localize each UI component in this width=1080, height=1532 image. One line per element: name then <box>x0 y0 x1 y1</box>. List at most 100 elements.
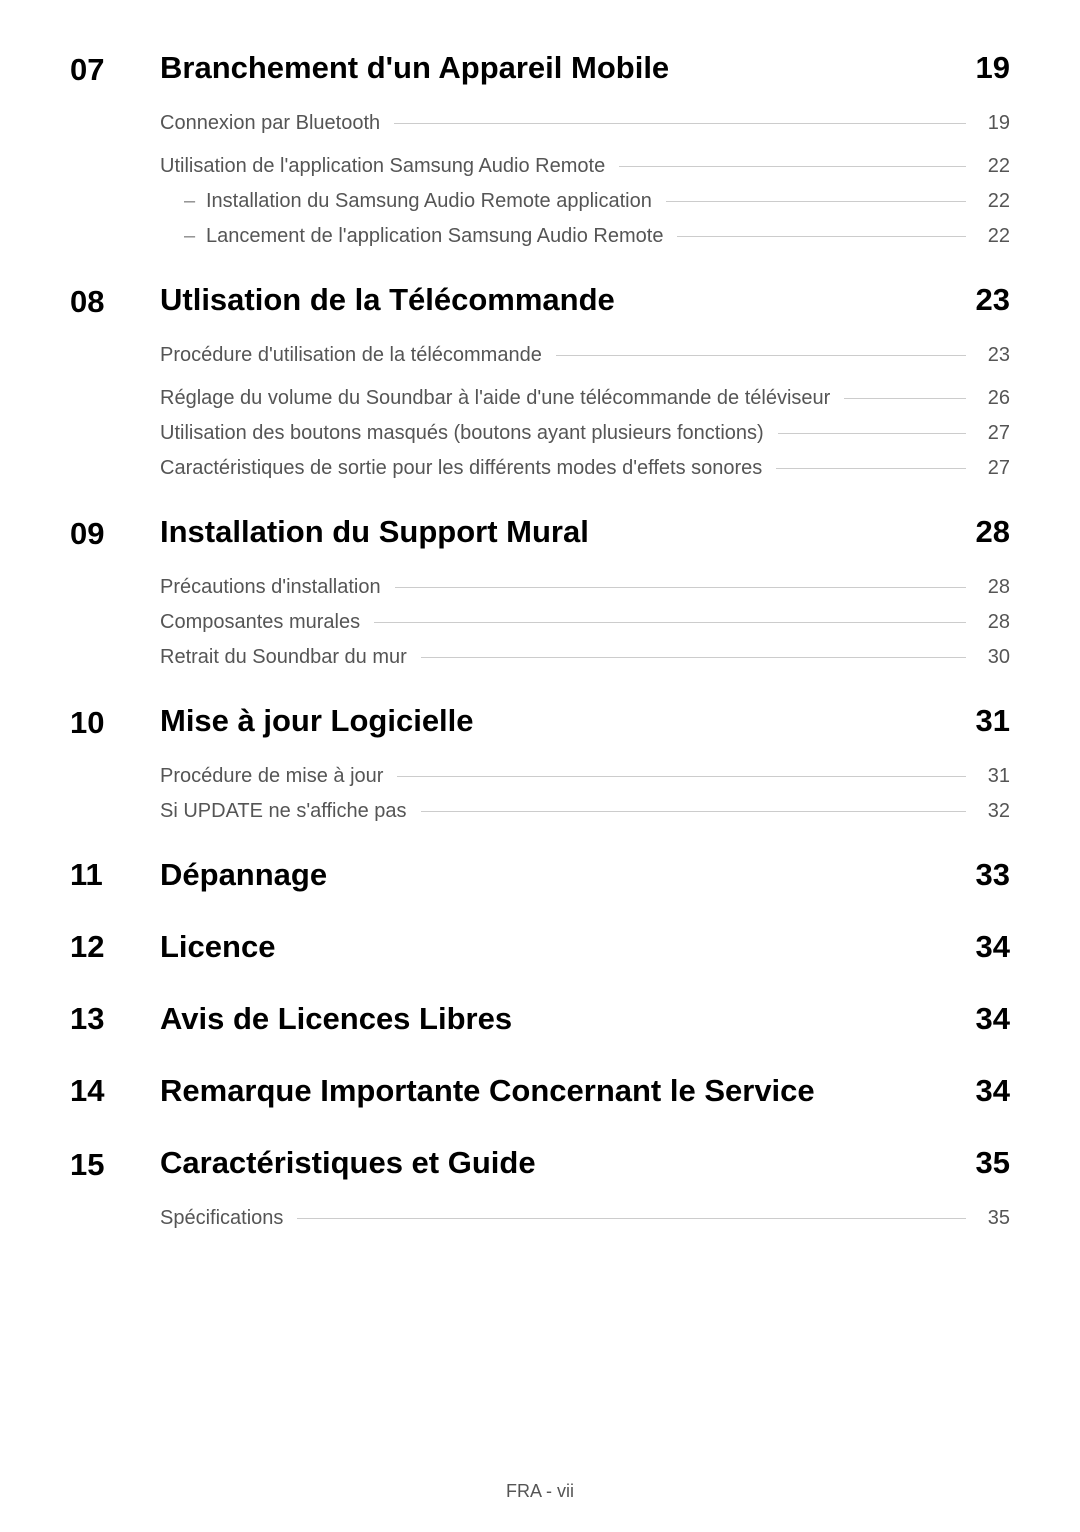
toc-leader <box>619 166 966 167</box>
section-title: Utlisation de la Télécommande <box>160 282 615 318</box>
toc-item: Connexion par Bluetooth 19 <box>160 112 1010 135</box>
toc-label: Si UPDATE ne s'affiche pas <box>160 800 407 823</box>
section-content: Caractéristiques et Guide 35 Spécificati… <box>160 1145 1010 1242</box>
toc-page: 23 <box>980 344 1010 367</box>
section-page: 35 <box>976 1145 1010 1181</box>
toc-section: 15 Caractéristiques et Guide 35 Spécific… <box>70 1145 1010 1242</box>
section-page: 33 <box>976 857 1010 893</box>
section-header: Mise à jour Logicielle 31 <box>160 703 1010 739</box>
section-title: Caractéristiques et Guide <box>160 1145 536 1181</box>
toc-label: Procédure d'utilisation de la télécomman… <box>160 344 542 367</box>
toc-group: Procédure d'utilisation de la télécomman… <box>160 344 1010 367</box>
toc-page: 27 <box>980 457 1010 480</box>
dash-icon: – <box>184 225 198 248</box>
section-title: Licence <box>160 929 976 965</box>
toc-page: 32 <box>980 800 1010 823</box>
toc-subitem: – Lancement de l'application Samsung Aud… <box>160 225 1010 248</box>
toc-leader <box>374 622 966 623</box>
section-number: 15 <box>70 1145 160 1183</box>
toc-item: Utilisation de l'application Samsung Aud… <box>160 155 1010 178</box>
toc-section: 07 Branchement d'un Appareil Mobile 19 C… <box>70 50 1010 268</box>
section-number: 07 <box>70 50 160 88</box>
dash-icon: – <box>184 190 198 213</box>
section-number: 09 <box>70 514 160 552</box>
toc-page: 22 <box>980 155 1010 178</box>
section-content: Branchement d'un Appareil Mobile 19 Conn… <box>160 50 1010 268</box>
section-page: 34 <box>976 1001 1010 1037</box>
toc-section: 08 Utlisation de la Télécommande 23 Proc… <box>70 282 1010 500</box>
section-page: 34 <box>976 1073 1010 1109</box>
toc-leader <box>844 398 966 399</box>
toc-group: Retrait du Soundbar du mur 30 <box>160 646 1010 669</box>
toc-section: 11 Dépannage 33 <box>70 857 1010 893</box>
page-footer: FRA - vii <box>0 1481 1080 1502</box>
section-page: 23 <box>976 282 1010 318</box>
toc-leader <box>397 776 966 777</box>
section-page: 31 <box>976 703 1010 739</box>
toc-group: Utilisation de l'application Samsung Aud… <box>160 155 1010 248</box>
section-page: 28 <box>976 514 1010 550</box>
toc-leader <box>677 236 966 237</box>
toc-leader <box>395 587 966 588</box>
section-title: Avis de Licences Libres <box>160 1001 976 1037</box>
toc-item: Précautions d'installation 28 <box>160 576 1010 599</box>
toc-item: Caractéristiques de sortie pour les diff… <box>160 457 1010 480</box>
section-title: Remarque Importante Concernant le Servic… <box>160 1073 976 1109</box>
toc-leader <box>421 811 966 812</box>
toc-leader <box>778 433 966 434</box>
toc-page: 26 <box>980 387 1010 410</box>
toc-leader <box>556 355 966 356</box>
toc-group: Connexion par Bluetooth 19 <box>160 112 1010 135</box>
toc-page: 31 <box>980 765 1010 788</box>
toc-subitem: – Installation du Samsung Audio Remote a… <box>160 190 1010 213</box>
toc-leader <box>421 657 966 658</box>
section-number: 08 <box>70 282 160 320</box>
toc-item: Si UPDATE ne s'affiche pas 32 <box>160 800 1010 823</box>
section-number: 13 <box>70 1001 160 1037</box>
toc-label: Retrait du Soundbar du mur <box>160 646 407 669</box>
section-title: Dépannage <box>160 857 976 893</box>
toc-item: Réglage du volume du Soundbar à l'aide d… <box>160 387 1010 410</box>
toc-group: Si UPDATE ne s'affiche pas 32 <box>160 800 1010 823</box>
toc-item: Utilisation des boutons masqués (boutons… <box>160 422 1010 445</box>
section-title: Mise à jour Logicielle <box>160 703 474 739</box>
toc-label: Utilisation des boutons masqués (boutons… <box>160 422 764 445</box>
toc-section: 09 Installation du Support Mural 28 Préc… <box>70 514 1010 689</box>
section-header: Installation du Support Mural 28 <box>160 514 1010 550</box>
section-page: 34 <box>976 929 1010 965</box>
toc-label: Procédure de mise à jour <box>160 765 383 788</box>
toc-label: Composantes murales <box>160 611 360 634</box>
section-header: Caractéristiques et Guide 35 <box>160 1145 1010 1181</box>
toc-section: 12 Licence 34 <box>70 929 1010 965</box>
toc-leader <box>297 1218 966 1219</box>
toc-leader <box>394 123 966 124</box>
toc-page: 28 <box>980 611 1010 634</box>
section-title: Installation du Support Mural <box>160 514 589 550</box>
toc-page: 35 <box>980 1207 1010 1230</box>
toc-item: Retrait du Soundbar du mur 30 <box>160 646 1010 669</box>
toc-label: Utilisation de l'application Samsung Aud… <box>160 155 605 178</box>
toc-page: 19 <box>980 112 1010 135</box>
section-number: 10 <box>70 703 160 741</box>
toc-page: 22 <box>980 190 1010 213</box>
section-content: Utlisation de la Télécommande 23 Procédu… <box>160 282 1010 500</box>
toc-section: 13 Avis de Licences Libres 34 <box>70 1001 1010 1037</box>
section-page: 19 <box>976 50 1010 86</box>
toc-page: 22 <box>980 225 1010 248</box>
section-number: 12 <box>70 929 160 965</box>
toc-label: Connexion par Bluetooth <box>160 112 380 135</box>
section-content: Installation du Support Mural 28 Précaut… <box>160 514 1010 689</box>
toc-page: 28 <box>980 576 1010 599</box>
section-title: Branchement d'un Appareil Mobile <box>160 50 669 86</box>
toc-label: Lancement de l'application Samsung Audio… <box>206 225 663 248</box>
toc-label: Caractéristiques de sortie pour les diff… <box>160 457 762 480</box>
toc-group: Caractéristiques de sortie pour les diff… <box>160 457 1010 480</box>
toc-item: Spécifications 35 <box>160 1207 1010 1230</box>
toc-label: Réglage du volume du Soundbar à l'aide d… <box>160 387 830 410</box>
section-content: Mise à jour Logicielle 31 Procédure de m… <box>160 703 1010 843</box>
toc-leader <box>666 201 966 202</box>
toc-item: Procédure de mise à jour 31 <box>160 765 1010 788</box>
toc-page: 27 <box>980 422 1010 445</box>
toc-label: Spécifications <box>160 1207 283 1230</box>
section-header: Branchement d'un Appareil Mobile 19 <box>160 50 1010 86</box>
